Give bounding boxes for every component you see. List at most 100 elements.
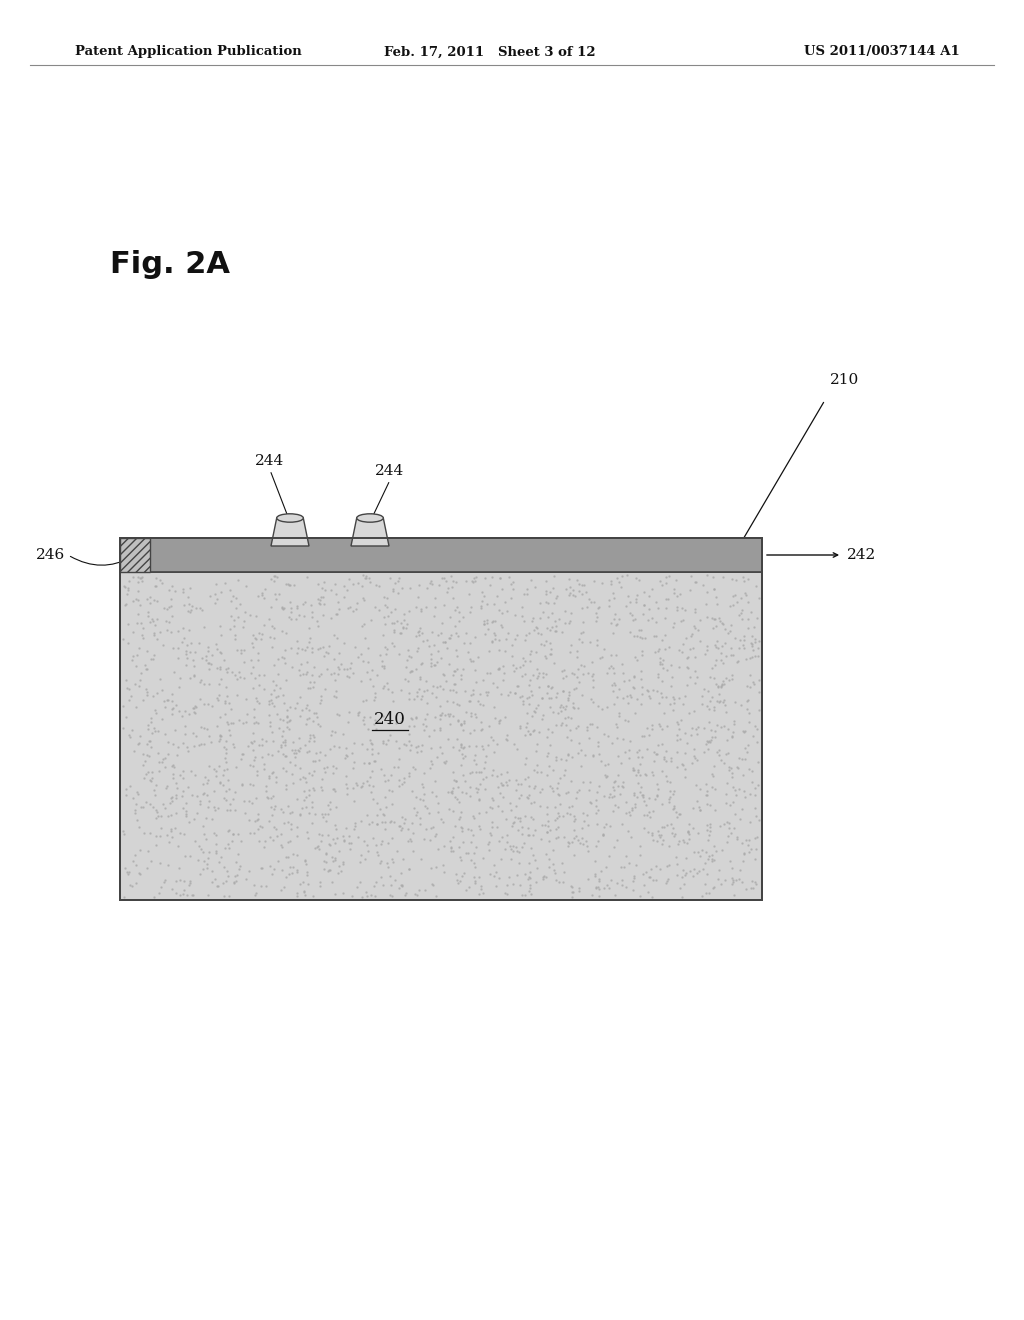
Point [283, 609, 299, 630]
Point [283, 814, 299, 836]
Point [411, 879, 427, 900]
Point [724, 726, 740, 747]
Point [359, 841, 376, 862]
Point [634, 684, 650, 705]
Point [444, 664, 461, 685]
Point [519, 704, 536, 725]
Point [580, 814, 596, 836]
Point [400, 682, 417, 704]
Point [484, 566, 501, 587]
Point [228, 851, 245, 873]
Point [750, 751, 766, 772]
Point [500, 729, 516, 750]
Point [292, 874, 308, 895]
Point [260, 810, 276, 832]
Point [226, 624, 243, 645]
Point [724, 569, 740, 590]
Point [238, 689, 254, 710]
Point [296, 780, 312, 801]
Point [449, 597, 465, 618]
Point [162, 792, 178, 813]
Point [706, 609, 722, 630]
Point [338, 774, 354, 795]
Point [651, 826, 668, 847]
Point [411, 574, 427, 595]
Point [298, 709, 314, 730]
Point [481, 715, 498, 737]
Point [734, 799, 751, 820]
Point [483, 726, 500, 747]
Point [299, 741, 315, 762]
Point [190, 836, 207, 857]
Point [481, 822, 498, 843]
Point [132, 595, 148, 616]
Point [131, 840, 147, 861]
Point [744, 626, 761, 647]
Point [475, 847, 492, 869]
Point [516, 805, 532, 826]
Point [613, 752, 630, 774]
Point [394, 875, 411, 896]
Point [737, 721, 754, 742]
Point [182, 642, 199, 663]
Point [431, 719, 447, 741]
Point [428, 857, 444, 878]
Point [426, 655, 442, 676]
Point [748, 645, 764, 667]
Point [191, 793, 208, 814]
Point [628, 764, 644, 785]
Point [218, 738, 234, 759]
Point [488, 586, 505, 607]
Point [458, 701, 474, 722]
Point [175, 768, 191, 789]
Point [314, 586, 331, 607]
Point [282, 751, 298, 772]
Point [400, 723, 417, 744]
Point [248, 711, 264, 733]
Point [312, 664, 329, 685]
Point [669, 586, 685, 607]
Point [338, 744, 354, 766]
Point [568, 677, 585, 698]
Point [486, 708, 503, 729]
Point [432, 675, 449, 696]
Point [300, 803, 316, 824]
Point [564, 746, 581, 767]
Point [501, 866, 517, 887]
Point [376, 764, 392, 785]
Point [403, 813, 420, 834]
Point [272, 734, 289, 755]
Point [674, 642, 690, 663]
Point [586, 570, 602, 591]
Point [732, 859, 749, 880]
Point [519, 578, 536, 599]
Point [289, 861, 305, 882]
Point [449, 729, 465, 750]
Point [174, 785, 190, 807]
Point [461, 876, 477, 898]
Polygon shape [271, 517, 309, 546]
Point [465, 807, 481, 828]
Point [429, 838, 445, 859]
Point [625, 758, 641, 779]
Point [461, 735, 477, 756]
Point [734, 833, 751, 854]
Point [606, 785, 623, 807]
Point [207, 583, 223, 605]
Point [751, 700, 767, 721]
Point [406, 822, 422, 843]
Point [570, 742, 587, 763]
Point [400, 688, 417, 709]
Point [503, 800, 519, 821]
Point [488, 862, 505, 883]
Point [210, 797, 226, 818]
Point [706, 849, 722, 870]
Point [557, 708, 573, 729]
Point [221, 886, 238, 907]
Point [127, 697, 143, 718]
Point [400, 830, 417, 851]
Point [402, 830, 419, 851]
Point [582, 714, 598, 735]
Point [245, 775, 261, 796]
Point [234, 743, 251, 764]
